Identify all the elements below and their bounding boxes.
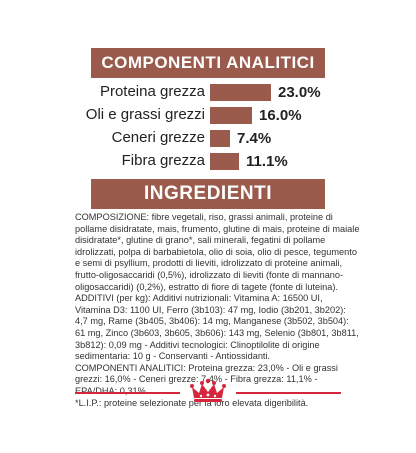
analytic-row-value: 7.4% (237, 129, 272, 147)
footer-line-right (236, 392, 341, 394)
ingredients-title-banner: INGREDIENTI (91, 179, 325, 209)
footer-line-left (75, 392, 180, 394)
ingredients-text: COMPOSIZIONE: fibre vegetali, riso, gras… (75, 212, 360, 409)
analytic-row-label: Fibra grezza (121, 151, 205, 169)
ingredients-composition: COMPOSIZIONE: fibre vegetali, riso, gras… (75, 212, 360, 292)
analytic-row-protein: Proteina grezza (0, 81, 205, 101)
analytic-bar (210, 83, 271, 101)
analytic-row-ash: Ceneri grezze (0, 127, 205, 147)
analytic-bar (210, 106, 252, 124)
analytic-row-label: Proteina grezza (99, 82, 205, 100)
royal-canin-crown-logo (190, 378, 226, 402)
ingredients-footnote: *L.I.P.: proteine selezionate per la lor… (75, 397, 309, 408)
analytic-bar (210, 152, 239, 170)
analytic-title-banner: COMPONENTI ANALITICI (91, 48, 325, 78)
analytic-title: COMPONENTI ANALITICI (101, 53, 315, 72)
analytic-row-fibre: Fibra grezza (0, 150, 205, 170)
analytic-row-value: 23.0% (278, 83, 321, 101)
analytic-row-value: 11.1% (246, 152, 288, 170)
analytic-row-fat: Oli e grassi grezzi (0, 104, 205, 124)
analytic-row-label: Ceneri grezze (111, 128, 205, 146)
analytic-row-label: Oli e grassi grezzi (85, 105, 205, 123)
ingredients-additives: ADDITIVI (per kg): Additivi nutrizionali… (75, 293, 359, 362)
ingredients-analytic: COMPONENTI ANALITICI: Proteina grezza: 2… (75, 362, 338, 396)
ingredients-title: INGREDIENTI (144, 183, 272, 204)
analytic-row-value: 16.0% (259, 106, 302, 124)
analytic-bar (210, 129, 230, 147)
